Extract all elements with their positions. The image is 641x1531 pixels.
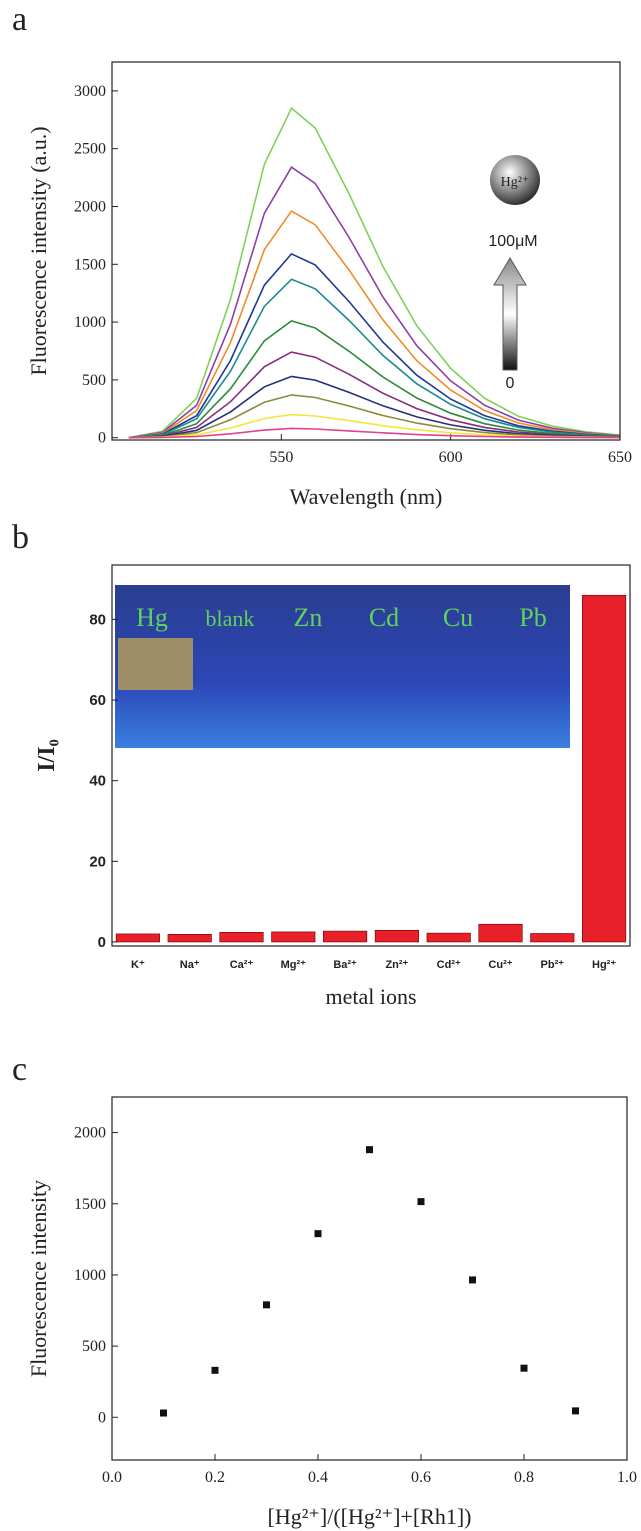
point bbox=[263, 1301, 270, 1309]
bar bbox=[115, 933, 160, 943]
x-tick-label: Ca²⁺ bbox=[230, 959, 254, 971]
x-axis-label: [Hg²⁺]/([Hg²⁺]+[Rh1]) bbox=[268, 1504, 472, 1529]
x-tick-label: Mg²⁺ bbox=[281, 959, 307, 971]
point bbox=[160, 1409, 167, 1417]
spectrum-line bbox=[128, 278, 621, 439]
x-tick-label: 0.2 bbox=[205, 1469, 225, 1486]
bar bbox=[530, 933, 575, 943]
panel-label: c bbox=[12, 1051, 27, 1088]
y-tick-label: 0 bbox=[98, 934, 106, 951]
x-tick-label: Na⁺ bbox=[180, 959, 200, 971]
axes-frame bbox=[111, 564, 631, 947]
bar bbox=[167, 934, 212, 943]
y-tick-label: 60 bbox=[89, 692, 106, 709]
vial-label: Cu bbox=[443, 603, 473, 632]
spectrum-line bbox=[128, 210, 621, 439]
bar bbox=[478, 923, 523, 943]
y-tick-label: 20 bbox=[89, 853, 106, 870]
x-tick-label: 0.0 bbox=[102, 1469, 122, 1486]
point bbox=[520, 1364, 528, 1372]
panel: c 0 500 1000 1500 2000 0.0 0.2 0.4 0.6 0.8 1.0 [Hg²⁺… bbox=[12, 1051, 637, 1529]
y-tick-label: 1000 bbox=[74, 1267, 106, 1284]
y-tick-label: 2000 bbox=[74, 198, 106, 215]
x-tick-label: K⁺ bbox=[131, 959, 145, 971]
spectrum-line bbox=[128, 166, 621, 439]
bar bbox=[323, 930, 368, 943]
y-axis-label: Fluorescence intensity (a.u.) bbox=[26, 126, 51, 375]
point bbox=[366, 1146, 373, 1154]
y-tick-label: 3000 bbox=[74, 83, 106, 100]
x-tick-label: 550 bbox=[269, 449, 293, 466]
inset-photo: Hg blank Zn Cd Cu Pb bbox=[115, 585, 570, 748]
spectrum-line bbox=[128, 351, 621, 439]
y-axis-label: Fluorescence intensity bbox=[26, 1180, 51, 1377]
bar bbox=[374, 929, 419, 943]
spectrum-line bbox=[128, 394, 621, 439]
y-axis-label: I/I₀ bbox=[34, 739, 60, 772]
y-tick-label: 1500 bbox=[74, 1196, 106, 1213]
spectrum-line bbox=[128, 106, 621, 439]
y-tick-label: 2500 bbox=[74, 141, 106, 158]
axes-frame bbox=[111, 1096, 628, 1461]
annotation: Hg²⁺ bbox=[501, 175, 530, 190]
x-tick-label: Ba²⁺ bbox=[333, 959, 357, 971]
bar bbox=[219, 931, 264, 943]
panel-label: b bbox=[12, 519, 29, 556]
y-tick-label: 1000 bbox=[74, 314, 106, 331]
point bbox=[314, 1230, 322, 1238]
bar bbox=[582, 594, 627, 943]
x-tick-label: 0.6 bbox=[411, 1469, 431, 1486]
y-tick-label: 500 bbox=[82, 372, 106, 389]
vial-label: Pb bbox=[519, 603, 546, 632]
panel: a 0 500 1000 1500 2000 2500 3000 550 600 650 Wavele… bbox=[12, 1, 632, 509]
x-tick-label: Hg²⁺ bbox=[592, 959, 616, 971]
vial-label: Cd bbox=[369, 603, 399, 632]
panel-label: a bbox=[12, 1, 27, 38]
axes-frame bbox=[111, 61, 621, 441]
spectrum-line bbox=[128, 252, 621, 439]
x-tick-label: Pb²⁺ bbox=[541, 959, 565, 971]
y-tick-label: 80 bbox=[89, 611, 106, 628]
x-tick-label: Zn²⁺ bbox=[385, 959, 408, 971]
x-axis-label: metal ions bbox=[325, 984, 416, 1009]
x-axis-label: Wavelength (nm) bbox=[290, 484, 443, 509]
x-tick-label: 600 bbox=[439, 449, 463, 466]
vial-label: Zn bbox=[294, 603, 323, 632]
x-tick-label: Cd²⁺ bbox=[437, 959, 461, 971]
x-tick-label: 1.0 bbox=[617, 1469, 637, 1486]
panel: b 0 20 40 60 80 K⁺ Na⁺ Ca²⁺ Mg²⁺ Ba²⁺ Zn²⁺ Cd²⁺ Cu²⁺ P… bbox=[12, 519, 631, 1009]
spectrum-line bbox=[128, 427, 620, 439]
annotation: 100μM bbox=[488, 233, 537, 250]
x-tick-label: 650 bbox=[608, 449, 632, 466]
annotation: 0 bbox=[506, 375, 515, 392]
vial-fill bbox=[118, 638, 193, 690]
y-tick-label: 2000 bbox=[74, 1125, 106, 1142]
y-tick-label: 0 bbox=[98, 1409, 106, 1426]
y-tick-label: 40 bbox=[89, 773, 106, 790]
arrow bbox=[493, 257, 527, 371]
point bbox=[572, 1407, 579, 1415]
vial-label: Hg bbox=[136, 603, 168, 632]
y-tick-label: 0 bbox=[98, 430, 106, 447]
ion-sphere bbox=[490, 155, 540, 205]
point bbox=[417, 1198, 425, 1206]
point bbox=[211, 1366, 219, 1374]
bar bbox=[271, 931, 316, 943]
y-tick-label: 1500 bbox=[74, 256, 106, 273]
bar bbox=[426, 932, 471, 943]
x-tick-label: 0.4 bbox=[308, 1469, 328, 1486]
spectrum-line bbox=[128, 320, 621, 439]
spectrum-line bbox=[128, 375, 621, 439]
x-tick-label: 0.8 bbox=[514, 1469, 534, 1486]
y-tick-label: 500 bbox=[82, 1338, 106, 1355]
vial-label: blank bbox=[206, 606, 255, 631]
x-tick-label: Cu²⁺ bbox=[488, 959, 512, 971]
point bbox=[469, 1276, 476, 1284]
